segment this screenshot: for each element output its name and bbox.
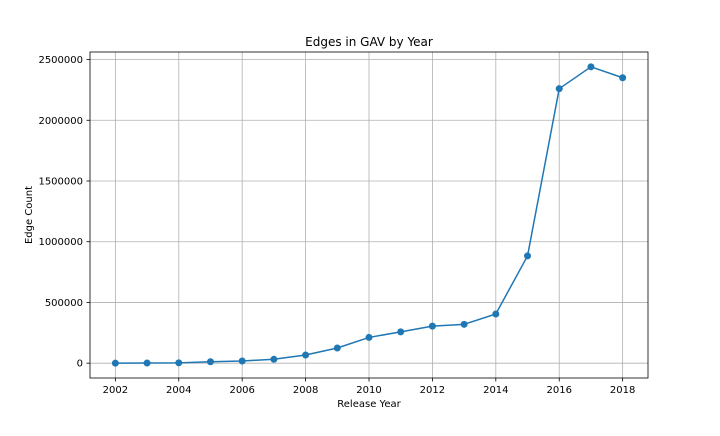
y-tick-label: 2500000	[38, 55, 83, 66]
x-tick-label: 2012	[420, 385, 445, 396]
data-point	[143, 359, 151, 367]
data-point	[270, 355, 278, 363]
data-point	[365, 333, 373, 341]
x-tick-label: 2006	[229, 385, 254, 396]
y-tick-label: 1000000	[38, 237, 83, 248]
x-tick-label: 2004	[166, 385, 191, 396]
data-point	[587, 63, 595, 71]
data-point	[492, 310, 500, 318]
y-tick-label: 2000000	[38, 116, 83, 127]
x-tick-label: 2018	[610, 385, 635, 396]
data-point	[206, 358, 214, 366]
series-layer	[111, 63, 627, 367]
data-point	[175, 359, 183, 367]
data-point	[302, 351, 310, 359]
data-point	[460, 320, 468, 328]
y-tick-label: 0	[77, 359, 83, 370]
y-tick-label: 500000	[45, 298, 83, 309]
data-point	[333, 344, 341, 352]
data-point	[524, 252, 532, 260]
x-axis-label: Release Year	[337, 399, 401, 410]
grid-layer	[90, 52, 648, 378]
data-point	[428, 322, 436, 330]
data-point	[238, 357, 246, 365]
x-tick-label: 2010	[356, 385, 381, 396]
y-tick-label: 1500000	[38, 176, 83, 187]
x-tick-label: 2016	[547, 385, 572, 396]
chart-title: Edges in GAV by Year	[305, 35, 433, 49]
x-tick-label: 2014	[483, 385, 508, 396]
data-point	[111, 359, 119, 367]
tick-layer: 2002 2004 2006 2008 2010 2012 2014 2016 2018 0 500…	[38, 55, 635, 396]
data-point	[619, 74, 627, 82]
x-tick-label: 2002	[103, 385, 128, 396]
data-point	[555, 85, 563, 93]
x-tick-label: 2008	[293, 385, 318, 396]
data-point	[397, 328, 405, 336]
y-axis-label: Edge Count	[24, 186, 35, 244]
